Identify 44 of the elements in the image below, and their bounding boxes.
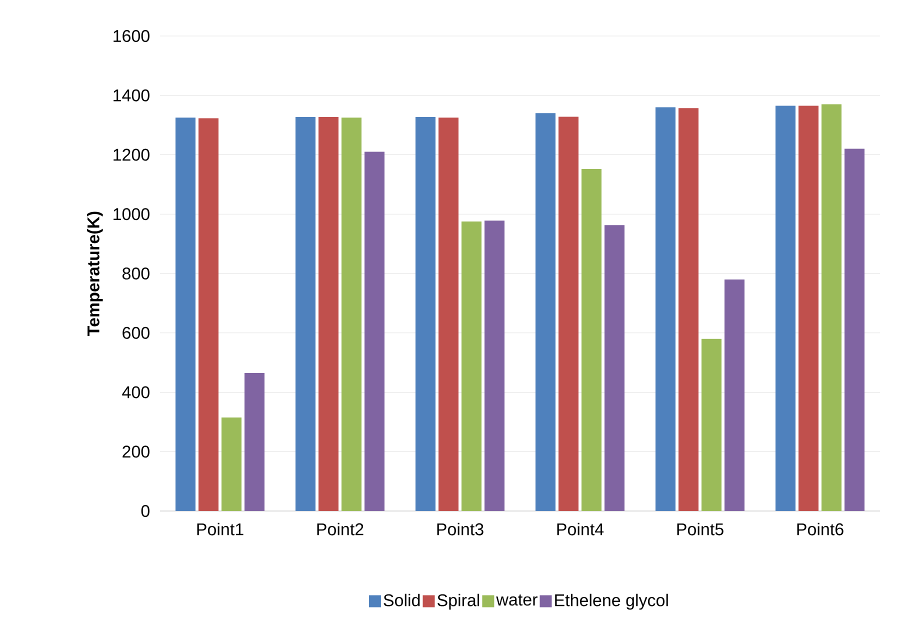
y-axis-title: Temperature(K) (86, 212, 103, 336)
bar (776, 106, 796, 511)
bar (536, 113, 556, 511)
bar (844, 148, 865, 511)
legend-label: water (496, 594, 538, 606)
bar (462, 222, 482, 511)
bar (318, 117, 338, 511)
bar (724, 279, 745, 511)
bar (484, 220, 505, 511)
bar (656, 107, 676, 511)
y-tick-label: 1200 (114, 148, 150, 161)
x-tick-label: Point2 (317, 522, 364, 536)
legend-label: Solid (384, 594, 420, 606)
y-tick-label: 800 (122, 267, 150, 280)
y-tick-label: 1600 (114, 30, 150, 42)
y-tick-label: 1400 (114, 89, 150, 102)
bar (296, 117, 316, 511)
y-tick-label: 600 (122, 326, 150, 339)
bar (438, 118, 459, 511)
y-tick-label: 1000 (114, 208, 150, 220)
bar (198, 118, 218, 511)
x-tick-label: Point6 (797, 522, 844, 536)
bar (558, 116, 579, 511)
x-tick-label: Point5 (677, 522, 724, 536)
x-tick-label: Point3 (437, 522, 484, 536)
bar (222, 417, 242, 511)
bar (798, 106, 819, 511)
bar (244, 372, 264, 511)
bar (342, 118, 362, 511)
bar (582, 168, 602, 511)
bar (604, 225, 625, 511)
bar (416, 117, 436, 511)
x-tick-label: Point4 (557, 522, 604, 536)
legend-label: Ethelene glycol (555, 594, 668, 610)
x-tick-label: Point1 (197, 522, 244, 536)
bar (822, 104, 842, 511)
y-tick-label: 200 (122, 446, 150, 458)
bar (678, 108, 699, 511)
bar (176, 118, 196, 511)
legend-label: Spiral (438, 594, 480, 610)
y-tick-label: 400 (122, 386, 150, 398)
bar (364, 152, 384, 511)
bar (702, 338, 722, 511)
y-tick-label: 0 (141, 504, 150, 518)
